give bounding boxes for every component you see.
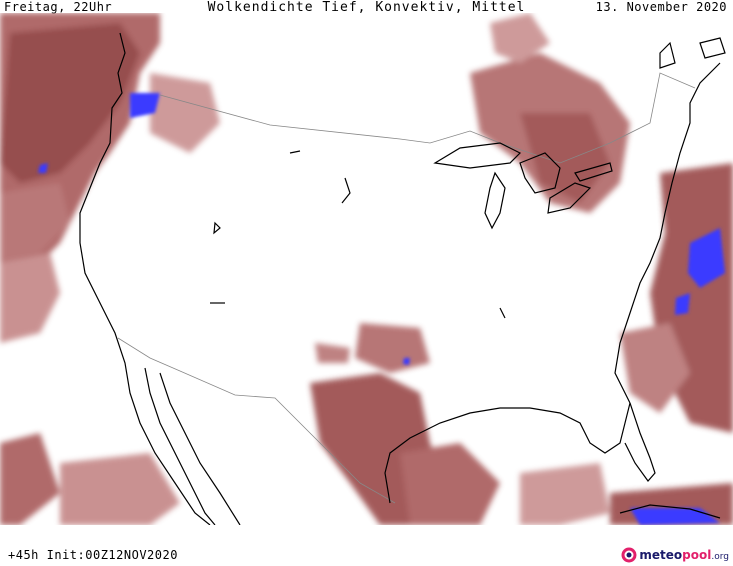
logo-text-org: .org xyxy=(711,551,729,562)
cloud-density-layer xyxy=(0,13,733,525)
map-title: Wolkendichte Tief, Konvektiv, Mittel xyxy=(207,0,526,15)
model-run-info: +45h Init:00Z12NOV2020 xyxy=(8,548,178,562)
logo-text-meteo: meteo xyxy=(639,548,683,562)
meteopool-logo-icon xyxy=(621,547,637,563)
convective-layer xyxy=(38,93,725,525)
meteopool-logo[interactable]: meteo pool .org xyxy=(621,546,729,564)
map-canvas xyxy=(0,13,733,525)
forecast-time-label: Freitag, 22Uhr xyxy=(4,0,113,14)
logo-text-pool: pool xyxy=(682,548,712,562)
coastline-layer xyxy=(79,32,726,525)
weather-map xyxy=(0,13,733,525)
forecast-date: 13. November 2020 xyxy=(595,0,727,14)
